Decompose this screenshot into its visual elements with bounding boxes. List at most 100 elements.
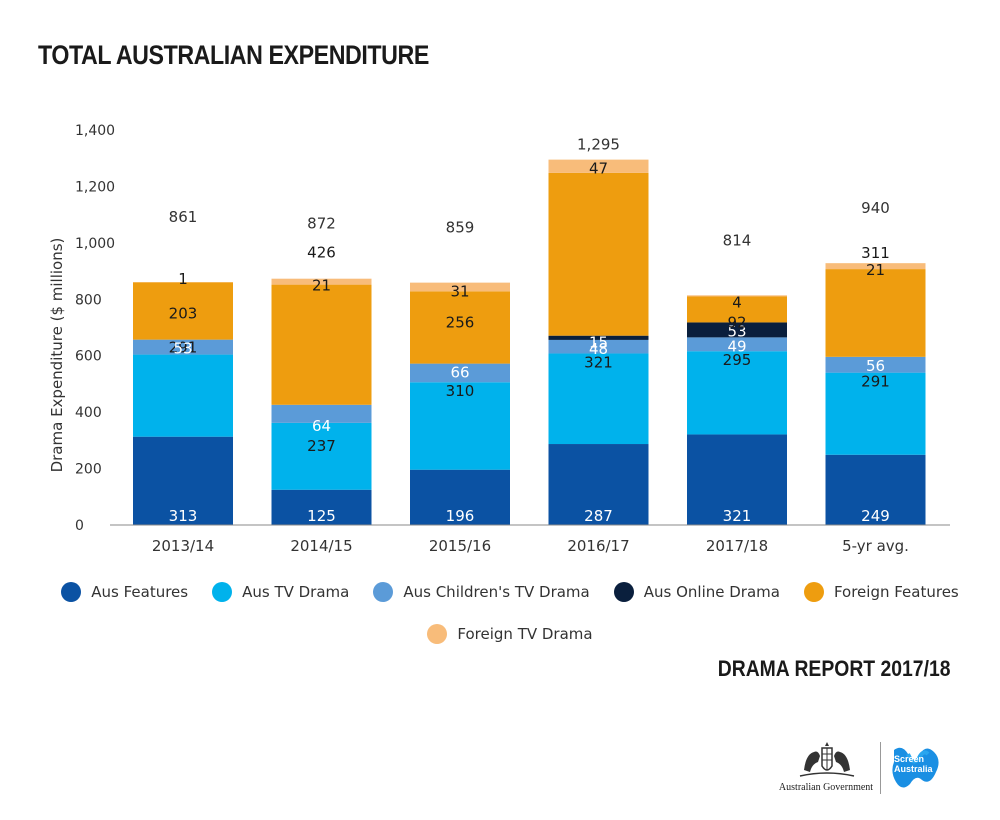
data-label: 49 (727, 337, 746, 355)
legend-label: Foreign Features (833, 583, 959, 601)
data-label: 64 (312, 417, 331, 435)
y-tick-label: 0 (75, 518, 84, 534)
bar-totals: 861 872 859 1,295 814 940 (169, 136, 890, 250)
data-label: 53 (173, 340, 192, 358)
data-label: 21 (866, 261, 885, 279)
bar-segment (687, 295, 787, 297)
legend-item: Aus Online Drama (613, 582, 780, 602)
bar-segment (410, 282, 510, 292)
legend-swatch (803, 582, 824, 602)
bar-total-label: 859 (446, 219, 475, 237)
page-title: TOTAL AUSTRALIAN EXPENDITURE (38, 40, 429, 70)
bar-total-label: 1,295 (577, 136, 620, 154)
bar-segment (548, 159, 649, 173)
screen-australia-logo-icon (892, 747, 939, 788)
bar-segment (133, 354, 233, 437)
bar-total-label: 861 (169, 208, 198, 226)
segment-labels: 3132915320311252376442621196310662563128… (169, 160, 890, 525)
y-tick-label: 600 (75, 349, 102, 365)
data-label: 47 (589, 160, 608, 178)
bar-segment (410, 382, 510, 470)
bar-segment (548, 339, 649, 354)
data-label: 313 (169, 507, 198, 525)
bar-segment (133, 339, 233, 355)
legend-item: Foreign TV Drama (427, 624, 593, 644)
bar-segment (825, 269, 926, 357)
bar-segment (271, 404, 372, 423)
logo-divider (880, 742, 881, 794)
data-label: 48 (589, 340, 608, 358)
stacked-bar-chart: Drama Expenditure ($ millions) 0 200 400 60… (48, 123, 950, 555)
x-tick-label: 2016/17 (567, 537, 629, 555)
data-label: 321 (584, 353, 613, 371)
bar-segment (410, 363, 510, 383)
legend-label: Aus Online Drama (643, 583, 780, 601)
bar-segment (271, 278, 372, 285)
data-label: 125 (307, 507, 336, 525)
bar-segment (271, 422, 372, 490)
data-label: 295 (723, 351, 752, 369)
data-label: 1 (178, 270, 188, 288)
y-axis-ticks: 0 200 400 600 800 1,000 1,200 1,400 (75, 123, 115, 534)
bar-segment (548, 335, 649, 340)
data-label: 203 (169, 304, 198, 322)
y-tick-label: 1,400 (75, 123, 115, 139)
bar-segment (271, 489, 372, 525)
data-label: 15 (589, 334, 608, 352)
legend-label: Aus TV Drama (242, 583, 350, 601)
y-tick-label: 1,200 (75, 179, 115, 195)
x-axis-ticks: 2013/14 2014/15 2015/16 2016/17 2017/18 5-yr … (152, 537, 909, 555)
legend-item: Foreign Features (803, 582, 959, 602)
x-tick-label: 5-yr avg. (842, 537, 909, 555)
bar-segment (133, 436, 233, 525)
data-label: 53 (727, 322, 746, 340)
data-label: 321 (723, 507, 752, 525)
bar-segment (825, 263, 926, 270)
y-axis-title-text: Drama Expenditure ($ millions) (48, 238, 66, 473)
legend-swatch (212, 582, 233, 602)
data-label: 31 (450, 283, 469, 301)
x-tick-label: 2014/15 (290, 537, 352, 555)
bar-segment (687, 322, 787, 338)
data-label: 426 (307, 244, 336, 262)
bar-segment (825, 454, 926, 525)
data-label: 66 (450, 364, 469, 382)
y-tick-label: 800 (75, 292, 102, 308)
y-tick-label: 1,000 (75, 236, 115, 252)
x-tick-label: 2017/18 (706, 537, 768, 555)
legend-item: Aus TV Drama (212, 582, 349, 602)
bar-segment (687, 337, 787, 352)
x-tick-label: 2013/14 (152, 537, 214, 555)
bar-segment (410, 291, 510, 364)
data-label: 196 (446, 507, 475, 525)
bar-segment (548, 172, 649, 336)
legend-label: Aus Features (91, 583, 189, 601)
legend-label: Foreign TV Drama (457, 625, 593, 643)
data-label: 21 (312, 277, 331, 295)
bar-total-label: 872 (307, 215, 336, 233)
y-axis-title: Drama Expenditure ($ millions) (48, 238, 66, 473)
y-tick-label: 400 (75, 405, 102, 421)
bar-segment (687, 296, 787, 323)
bar-total-label: 940 (861, 199, 890, 217)
bar-segment (548, 353, 649, 445)
footer-logos: Australian Government Screen Australia (770, 740, 960, 800)
data-label: 291 (169, 339, 198, 357)
data-label: 92 (727, 313, 746, 331)
australian-government-crest-icon (799, 742, 855, 777)
legend-label: Aus Children's TV Drama (403, 583, 590, 601)
bar-segment (271, 284, 372, 405)
bar-segment (687, 351, 787, 435)
sa-logo-line2: Australia (894, 764, 933, 774)
data-label: 287 (584, 507, 613, 525)
x-tick-label: 2015/16 (429, 537, 491, 555)
report-title: DRAMA REPORT 2017/18 (717, 656, 950, 681)
legend-item: Aus Features (61, 582, 188, 602)
data-label: 4 (732, 293, 742, 311)
y-tick-label: 200 (75, 462, 102, 478)
bar-segment (548, 444, 649, 525)
bar-segment (825, 372, 926, 455)
data-label: 249 (861, 507, 890, 525)
sa-logo-line1: Screen (894, 754, 925, 764)
legend-swatch (613, 582, 634, 602)
